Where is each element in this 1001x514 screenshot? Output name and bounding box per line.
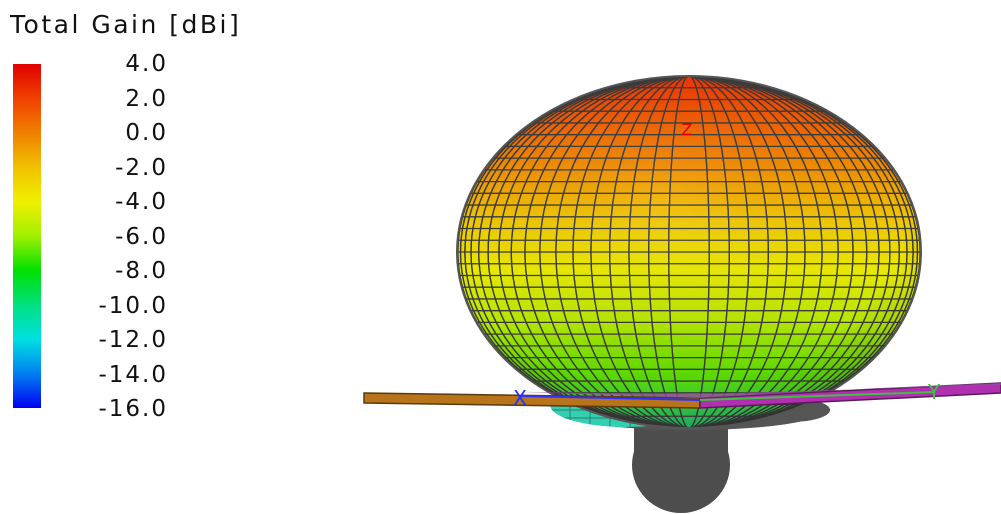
colorbar-tick-label: -6.0 bbox=[115, 223, 168, 250]
main-gain-lobe bbox=[456, 75, 922, 429]
colorbar-tick-label: -8.0 bbox=[115, 258, 168, 284]
colorbar-tick-label: 2.0 bbox=[125, 85, 168, 112]
colorbar-tick-label: -12.0 bbox=[98, 327, 168, 353]
ground-plate-back bbox=[520, 383, 1001, 398]
colorbar-tick-label: -10.0 bbox=[98, 292, 168, 319]
legend-title: Total Gain [dBi] bbox=[10, 10, 242, 39]
gain-colorbar bbox=[13, 64, 41, 408]
colorbar-tick-label: -16.0 bbox=[98, 396, 168, 422]
x-axis-label: X bbox=[513, 386, 527, 410]
colorbar-tick-label: -4.0 bbox=[115, 189, 168, 215]
colorbar-tick-label: -14.0 bbox=[98, 361, 168, 388]
colorbar-tick-label: -2.0 bbox=[115, 154, 168, 181]
x-axis-line bbox=[519, 395, 701, 401]
colorbar-tick-label: 0.0 bbox=[125, 120, 168, 146]
y-axis-label: Y bbox=[927, 380, 941, 404]
colorbar-tick-label: 4.0 bbox=[125, 51, 168, 77]
y-axis-line bbox=[699, 391, 936, 401]
z-axis-label: Z bbox=[682, 120, 693, 139]
colorbar-tick-labels: 4.0 2.0 0.0 -2.0 -4.0 -6.0 -8.0 -10.0 -1… bbox=[48, 50, 168, 425]
